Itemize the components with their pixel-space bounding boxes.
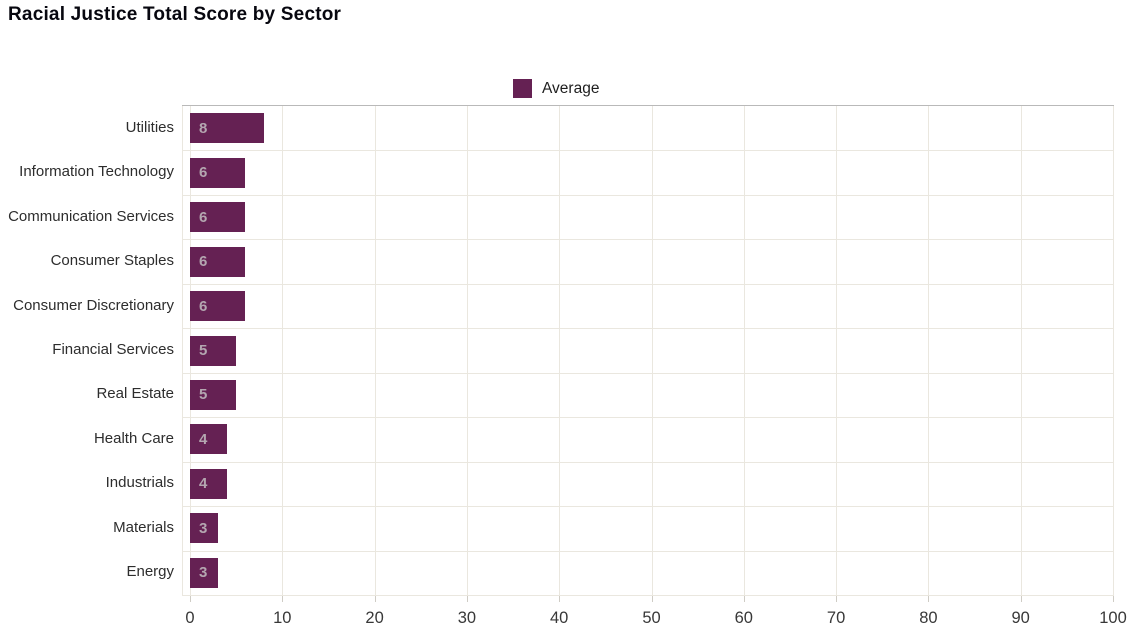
- row-separator-gridline: [182, 550, 1114, 552]
- bar-consumer-discretionary: 6: [190, 291, 246, 322]
- y-axis-line: [182, 106, 183, 595]
- chart-title: Racial Justice Total Score by Sector: [8, 4, 342, 25]
- row-separator-gridline: [182, 595, 1114, 596]
- bar-financial-services: 5: [190, 335, 237, 366]
- category-label-utilities: Utilities: [125, 118, 174, 136]
- category-label-energy: Energy: [126, 563, 174, 581]
- bar-value-label: 4: [199, 475, 208, 493]
- category-label-consumer-discretionary: Consumer Discretionary: [13, 296, 174, 314]
- x-axis-tick-label: 30: [457, 609, 477, 627]
- row-separator-gridline: [182, 461, 1114, 463]
- row-separator-gridline: [182, 372, 1114, 374]
- bar-value-label: 6: [199, 297, 208, 315]
- x-axis-tick-label: 100: [1099, 609, 1127, 627]
- row-separator-gridline: [182, 506, 1114, 508]
- x-axis-tick: [190, 595, 191, 602]
- x-gridline: [743, 106, 745, 595]
- bar-energy: 3: [190, 557, 218, 588]
- plot-area: 0 10 20 30 40 50 60 70 80 90 100 8 6 6 6 6 5 5 4 4 3 3: [182, 105, 1127, 627]
- bar-value-label: 5: [199, 342, 208, 359]
- bar-information-technology: 6: [190, 157, 246, 188]
- bar-communication-services: 6: [190, 202, 246, 233]
- x-axis-tick-label: 70: [826, 609, 846, 627]
- x-gridline: [559, 106, 561, 595]
- x-axis-tick: [374, 595, 376, 602]
- x-axis-tick-label: 90: [1011, 609, 1030, 627]
- x-gridline: [836, 106, 838, 595]
- category-label-communication-services: Communication Services: [8, 207, 174, 225]
- row-separator-gridline: [182, 194, 1114, 196]
- x-axis-tick-label: 50: [642, 609, 661, 627]
- category-label-real-estate: Real Estate: [96, 385, 174, 403]
- x-axis-tick: [282, 595, 284, 602]
- row-separator-gridline: [182, 150, 1114, 152]
- x-gridline: [1113, 106, 1114, 595]
- x-axis-tick-label: 10: [273, 609, 292, 627]
- x-gridline: [1020, 106, 1022, 595]
- x-axis-tick-label: 40: [550, 609, 569, 627]
- legend-item-average[interactable]: Average: [513, 79, 599, 98]
- bar-value-label: 4: [199, 430, 208, 448]
- x-axis-tick-label: 60: [734, 609, 753, 627]
- y-axis-labels: Utilities Information Technology Communica…: [0, 105, 174, 594]
- bar-consumer-staples: 6: [190, 246, 246, 277]
- bar-real-estate: 5: [190, 379, 237, 410]
- x-axis-tick-label: 20: [365, 609, 384, 627]
- x-axis-tick: [743, 595, 745, 602]
- bar-value-label: 6: [199, 164, 208, 182]
- x-axis-tick: [928, 595, 930, 602]
- x-axis-tick: [559, 595, 561, 602]
- bar-value-label: 8: [199, 119, 208, 137]
- bar-value-label: 6: [199, 208, 208, 226]
- row-separator-gridline: [182, 283, 1114, 285]
- bar-health-care: 4: [190, 424, 227, 455]
- x-gridline: [374, 106, 376, 595]
- category-label-materials: Materials: [113, 518, 174, 536]
- x-axis-tick-label: 0: [185, 609, 195, 627]
- row-separator-gridline: [182, 417, 1114, 419]
- bar-value-label: 6: [199, 253, 208, 271]
- x-axis-tick: [651, 595, 653, 602]
- x-axis-tick: [1113, 595, 1114, 602]
- category-label-information-technology: Information Technology: [19, 163, 174, 181]
- x-gridline: [651, 106, 653, 595]
- bar-value-label: 3: [199, 564, 208, 582]
- bar-industrials: 4: [190, 468, 227, 499]
- bar-value-label: 5: [199, 386, 208, 404]
- x-axis-tick: [1020, 595, 1022, 602]
- category-label-consumer-staples: Consumer Staples: [50, 252, 174, 270]
- category-label-industrials: Industrials: [105, 474, 174, 492]
- bar-materials: 3: [190, 513, 218, 544]
- x-axis-tick: [466, 595, 468, 602]
- row-separator-gridline: [182, 239, 1114, 241]
- row-separator-gridline: [182, 328, 1114, 330]
- x-gridline: [466, 106, 468, 595]
- category-label-health-care: Health Care: [93, 429, 174, 447]
- legend-label: Average: [542, 79, 600, 97]
- x-gridline: [282, 106, 284, 595]
- x-axis-tick: [836, 595, 838, 602]
- legend-swatch-icon: [513, 79, 532, 98]
- bar-utilities: 8: [190, 113, 264, 144]
- x-axis-tick-label: 80: [919, 609, 938, 627]
- bar-value-label: 3: [199, 519, 208, 537]
- category-label-financial-services: Financial Services: [52, 340, 174, 358]
- x-gridline: [928, 106, 930, 595]
